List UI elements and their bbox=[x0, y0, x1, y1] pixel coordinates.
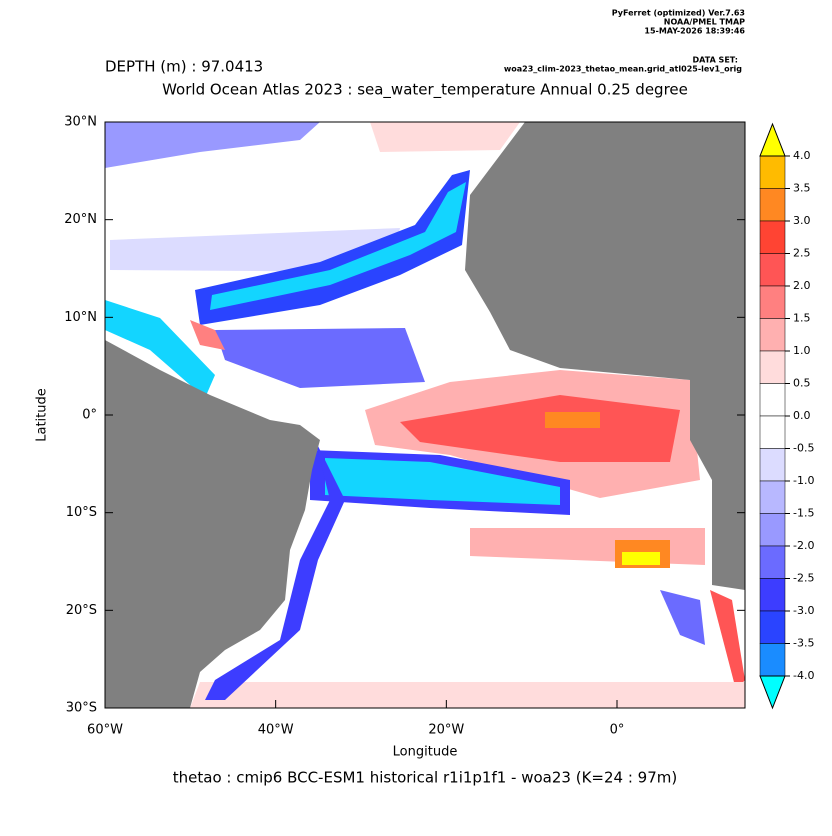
colorbar-tick-label: 0.0 bbox=[793, 409, 811, 422]
x-tick-label: 0° bbox=[610, 723, 625, 738]
x-tick-label: 20°W bbox=[428, 723, 464, 738]
y-tick-label: 10°S bbox=[66, 505, 97, 520]
field-patch bbox=[190, 682, 745, 708]
field-patch bbox=[105, 300, 215, 398]
colorbar-bin bbox=[759, 383, 786, 417]
colorbar-tick-label: 2.5 bbox=[793, 247, 811, 260]
x-tick-label: 40°W bbox=[258, 723, 294, 738]
colorbar-bin bbox=[759, 415, 786, 449]
land bbox=[465, 122, 745, 590]
software: PyFerret (optimized) Ver.7.63 bbox=[612, 9, 745, 18]
colorbar-bin bbox=[759, 610, 786, 644]
colorbar-bin bbox=[759, 188, 786, 222]
colorbar-tick-label: -2.0 bbox=[793, 539, 814, 552]
colorbar-bin bbox=[759, 220, 786, 254]
colorbar-tick-label: 3.0 bbox=[793, 214, 811, 227]
dataset-label: DATA SET: bbox=[693, 56, 738, 65]
field-patch bbox=[710, 590, 745, 690]
colorbar-tick-label: -0.5 bbox=[793, 442, 814, 455]
footer: thetao : cmip6 BCC-ESM1 historical r1i1p… bbox=[173, 769, 677, 787]
timestamp: 15-MAY-2026 18:39:46 bbox=[644, 27, 745, 36]
colorbar-bin bbox=[759, 513, 786, 547]
colorbar-tick-label: 4.0 bbox=[793, 149, 811, 162]
colorbar-tick-label: 3.5 bbox=[793, 182, 811, 195]
y-tick-label: 0° bbox=[82, 408, 97, 423]
lab: NOAA/PMEL TMAP bbox=[664, 18, 745, 27]
colorbar-tick-label: 1.5 bbox=[793, 312, 811, 325]
colorbar-tick-label: -1.0 bbox=[793, 474, 814, 487]
land bbox=[105, 340, 320, 708]
colorbar-tick-label: -3.5 bbox=[793, 637, 814, 650]
x-axis-label: Longitude bbox=[393, 745, 458, 760]
field-patch bbox=[190, 320, 225, 350]
y-tick-label: 10°N bbox=[64, 310, 97, 325]
y-axis-label: Latitude bbox=[35, 388, 50, 442]
colorbar-bin bbox=[759, 155, 786, 189]
field-patch bbox=[325, 458, 560, 505]
colorbar-bin bbox=[759, 285, 786, 319]
colorbar-bin bbox=[759, 448, 786, 482]
y-tick-label: 30°N bbox=[64, 115, 97, 130]
field-patch bbox=[105, 122, 320, 168]
colorbar-bin bbox=[759, 318, 786, 352]
plot-area bbox=[104, 121, 746, 709]
colorbar-tick-label: -2.5 bbox=[793, 572, 814, 585]
depth-label: DEPTH (m) : 97.0413 bbox=[105, 58, 263, 76]
colorbar-tick-label: -4.0 bbox=[793, 669, 814, 682]
colorbar-tick-label: -1.5 bbox=[793, 507, 814, 520]
colorbar-bin bbox=[759, 350, 786, 384]
field-patch bbox=[215, 328, 425, 388]
field-patch bbox=[210, 182, 466, 310]
colorbar-bin bbox=[759, 578, 786, 612]
colorbar-bin bbox=[759, 480, 786, 514]
colorbar-extend-low bbox=[759, 675, 786, 710]
field-patch bbox=[660, 590, 705, 645]
field-patch bbox=[370, 122, 520, 152]
colorbar-tick-label: -3.0 bbox=[793, 604, 814, 617]
field-patch bbox=[545, 412, 600, 428]
colorbar-tick-label: 0.5 bbox=[793, 377, 811, 390]
y-tick-label: 30°S bbox=[66, 701, 97, 716]
y-tick-label: 20°N bbox=[64, 212, 97, 227]
colorbar-extend-high bbox=[759, 122, 786, 157]
x-tick-label: 60°W bbox=[87, 723, 123, 738]
chart-title: World Ocean Atlas 2023 : sea_water_tempe… bbox=[162, 81, 688, 100]
colorbar-tick-label: 1.0 bbox=[793, 344, 811, 357]
y-tick-label: 20°S bbox=[66, 603, 97, 618]
colorbar-bin bbox=[759, 545, 786, 579]
field-patch bbox=[622, 552, 660, 565]
colorbar-tick-label: 2.0 bbox=[793, 279, 811, 292]
colorbar-bin bbox=[759, 253, 786, 287]
colorbar-bin bbox=[759, 643, 786, 677]
field-patch bbox=[205, 440, 345, 700]
dataset: woa23_clim-2023_thetao_mean.grid_atl025-… bbox=[504, 65, 742, 74]
field-patch bbox=[400, 395, 680, 462]
